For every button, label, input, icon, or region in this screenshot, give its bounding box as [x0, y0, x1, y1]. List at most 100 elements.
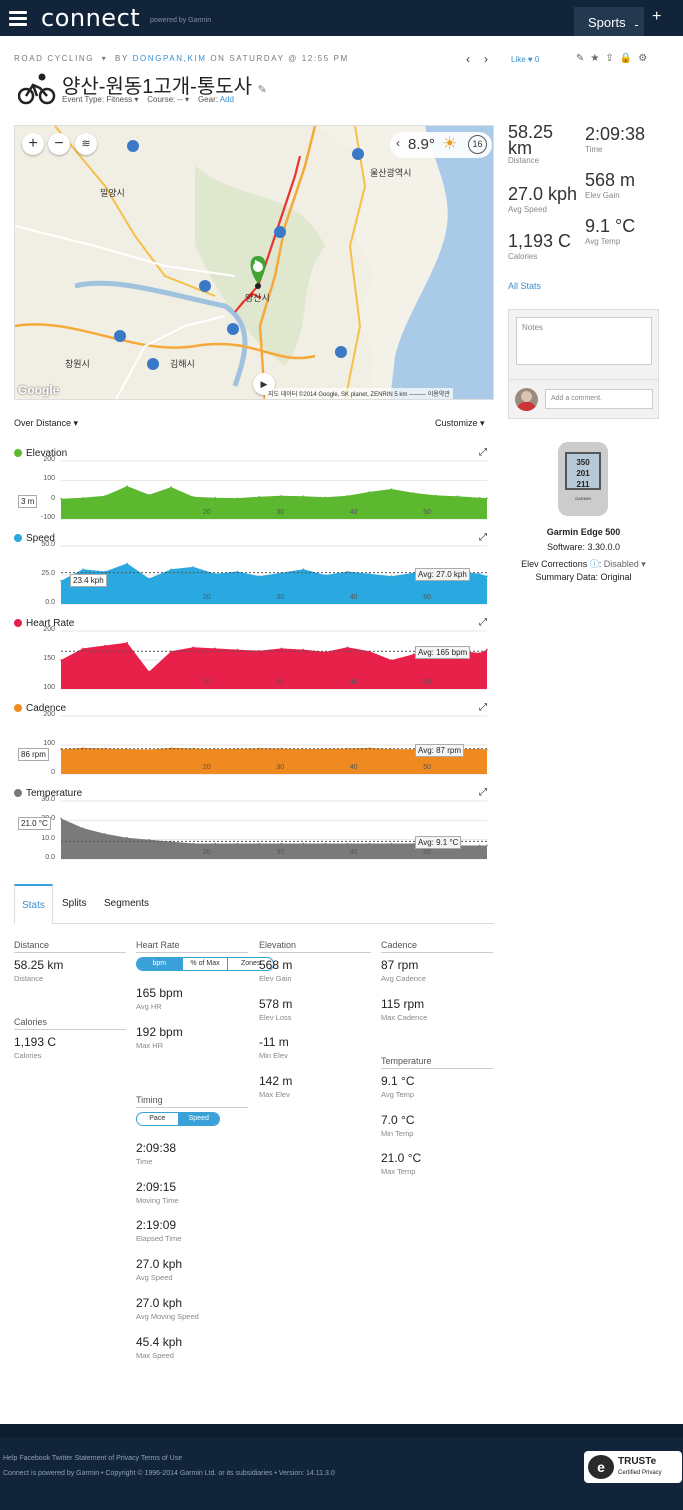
zoom-in-button[interactable]: + — [22, 133, 44, 155]
edit-title-icon[interactable]: ✎ — [257, 84, 267, 96]
activity-type-caret-icon[interactable]: ▾ — [97, 54, 112, 63]
speed-data-point — [148, 577, 150, 580]
map-label-miryang: 밀양시 — [100, 188, 125, 198]
elevation-data-point — [346, 495, 349, 497]
tab-stats[interactable]: Stats — [14, 884, 53, 924]
timing-toggle-option[interactable]: Speed — [178, 1113, 219, 1125]
temperature-stat-label: Min Temp — [381, 1128, 414, 1138]
prev-activity-icon[interactable]: ‹ — [466, 52, 470, 66]
heart-rate-expand-icon[interactable]: ⤢ — [479, 617, 487, 628]
hr-toggle-option[interactable]: bpm — [137, 958, 183, 970]
summary-time-value: 2:09:38 — [585, 124, 646, 144]
comment-input[interactable]: Add a comment. — [545, 389, 653, 409]
distance-stats-heading: Distance — [14, 940, 126, 953]
notes-textarea[interactable]: Notes — [516, 317, 652, 365]
footer-links[interactable]: Help Facebook Twitter Statement of Priva… — [3, 1455, 183, 1462]
hr-stat-label: Max HR — [136, 1040, 164, 1050]
elevation-expand-icon[interactable]: ⤢ — [479, 447, 487, 458]
user-link[interactable]: DONGPAN,KIM — [132, 54, 207, 63]
avatar — [515, 388, 538, 411]
temperature-data-point — [324, 842, 327, 845]
speed-x-tick: 20 — [202, 594, 211, 601]
timing-toggle-option[interactable]: Pace — [137, 1113, 179, 1125]
timing-stat-value: 45.4 kph — [136, 1334, 183, 1349]
device-name: Garmin Edge 500 — [546, 527, 621, 537]
temperature-data-point — [258, 842, 261, 845]
map-layers-icon[interactable]: ≋ — [75, 133, 97, 155]
heart-rate-data-point — [478, 652, 481, 654]
elevation-stat-label: Min Elev — [259, 1051, 288, 1061]
garmin-edge-device-image: 350 201 211 GARMIN — [558, 442, 608, 516]
zoom-out-button[interactable]: − — [48, 133, 70, 155]
heart-rate-data-point — [126, 641, 128, 644]
tab-segments[interactable]: Segments — [104, 898, 150, 909]
cadence-stat-value: 87 rpm — [381, 958, 419, 972]
heart-rate-chart[interactable]: Heart Rate ⤢ 200 150 100 Avg: 165 bpm 20 30 40 50 — [14, 617, 494, 697]
temperature-x-tick: 40 — [349, 849, 358, 856]
elevation-data-point — [324, 496, 327, 499]
truste-badge[interactable]: e TRUSTe Certified Privacy — [584, 1451, 682, 1483]
course-select[interactable]: Course: -- — [147, 95, 183, 104]
like-button[interactable]: Like ♥ 0 — [511, 55, 539, 64]
wind-speed-badge: 16 — [468, 135, 487, 154]
speed-chart[interactable]: Speed ⤢ 50.0 25.0 0.0 Avg: 27.0 kph 20 30 40 50 23… — [14, 532, 494, 612]
edit-icon[interactable]: ✎ — [576, 53, 591, 64]
like-count: 0 — [534, 55, 540, 64]
hr-toggle-option[interactable]: % of Max — [183, 958, 229, 970]
all-stats-link[interactable]: All Stats — [508, 281, 542, 291]
speed-data-point — [214, 573, 217, 575]
cadence-chart[interactable]: Cadence ⤢ 200 100 0 Avg: 87 rpm 20 30 40 50 86 rpm — [14, 702, 494, 782]
temperature-y-tick: 0.0 — [45, 854, 55, 861]
elevation-data-point — [368, 491, 371, 493]
activity-map[interactable]: + − ≋ ‹ 8.9° ☀ 16 밀양시 울산광역시 양산시 창원시 김해시 … — [14, 125, 494, 400]
cadence-series-area — [61, 747, 487, 774]
elevation-series-area — [61, 486, 487, 519]
speed-data-point — [486, 575, 488, 577]
summary-avg-temp-value: 9.1 °C — [585, 216, 636, 236]
next-activity-icon[interactable]: › — [484, 52, 488, 66]
activity-byline: ROAD CYCLING ▾ BY DONGPAN,KIM ON SATURDA… — [14, 54, 349, 63]
elevation-cursor-value: 3 m — [18, 495, 38, 508]
gear-icon[interactable]: ⚙ — [638, 53, 654, 64]
cadence-data-point — [478, 748, 481, 750]
weather-widget[interactable]: ‹ 8.9° ☀ 16 — [390, 132, 492, 158]
share-icon[interactable]: ⇪ — [605, 53, 620, 64]
activity-title[interactable]: 양산-원동1고개-통도사 ✎ — [62, 70, 267, 99]
star-icon[interactable]: ★ — [590, 53, 606, 64]
temperature-expand-icon[interactable]: ⤢ — [479, 787, 487, 798]
speed-x-tick: 40 — [349, 594, 358, 601]
menu-icon[interactable] — [9, 11, 27, 26]
connect-logo[interactable]: connect — [41, 4, 141, 32]
event-type-select[interactable]: Event Type: Fitness — [62, 95, 133, 104]
temperature-data-point — [302, 842, 305, 845]
add-gear-link[interactable]: Add — [219, 95, 234, 104]
elevation-chart[interactable]: Elevation ⤢ 200 100 0 -100 20 30 40 50 3 m — [14, 447, 494, 527]
sports-menu-button[interactable]: Sports — [574, 7, 644, 36]
hr-toggle-option[interactable]: Zones — [240, 960, 261, 967]
add-icon[interactable]: + — [652, 8, 662, 25]
heart-rate-data-point — [214, 647, 217, 650]
lock-icon[interactable]: 🔒 — [619, 53, 639, 64]
start-marker-play-icon[interactable]: ▶ — [254, 258, 262, 267]
calories-stats-heading: Calories — [14, 1017, 126, 1030]
cadence-stat-value: 115 rpm — [381, 996, 425, 1011]
distance-stat-value: 58.25 km — [14, 958, 64, 972]
temperature-series-area — [61, 818, 487, 859]
speed-expand-icon[interactable]: ⤢ — [479, 532, 487, 543]
heart-rate-x-tick: 20 — [202, 679, 211, 686]
timing-stat-value: 2:09:38 — [136, 1141, 177, 1155]
weather-prev-icon[interactable]: ‹ — [396, 136, 400, 150]
elev-corrections-select[interactable]: Disabled — [603, 559, 639, 569]
over-distance-select[interactable]: Over Distance ▾ — [14, 418, 79, 428]
activity-type[interactable]: ROAD CYCLING — [14, 54, 95, 63]
activity-datetime: ON SATURDAY @ 12:55 PM — [210, 54, 349, 63]
cadence-avg-label: Avg: 87 rpm — [415, 743, 464, 757]
cadence-expand-icon[interactable]: ⤢ — [479, 702, 487, 713]
speed-data-point — [104, 570, 106, 573]
timing-stat-label: Elapsed Time — [136, 1234, 182, 1244]
customize-select[interactable]: Customize ▾ — [435, 418, 485, 428]
help-icon[interactable]: ⓘ — [589, 559, 599, 569]
tab-splits[interactable]: Splits — [62, 898, 87, 909]
heart-rate-data-point — [104, 644, 106, 647]
